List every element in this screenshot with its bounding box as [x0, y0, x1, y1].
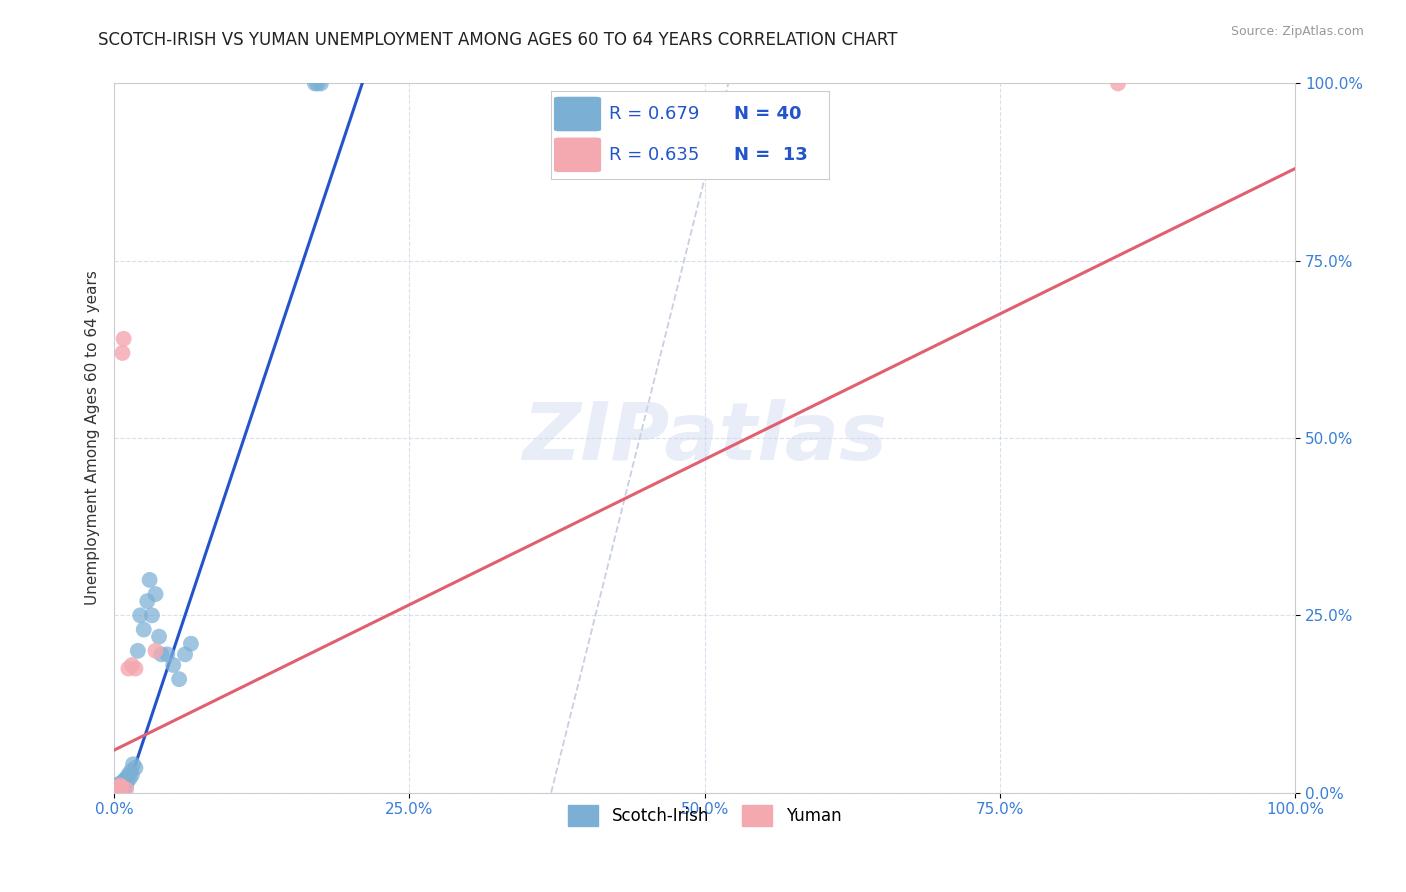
Point: [304, 77, 326, 91]
Text: Source: ZipAtlas.com: Source: ZipAtlas.com: [1230, 25, 1364, 38]
Point: [127, 644, 149, 658]
Point: [120, 764, 142, 779]
Point: [122, 757, 145, 772]
Point: [129, 608, 152, 623]
Point: [112, 332, 135, 346]
Point: [309, 77, 332, 91]
Y-axis label: Unemployment Among Ages 60 to 64 years: Unemployment Among Ages 60 to 64 years: [86, 270, 100, 606]
Point: [110, 782, 132, 797]
Point: [111, 346, 134, 360]
Point: [121, 658, 143, 673]
Point: [108, 782, 131, 797]
Point: [110, 777, 132, 791]
Point: [114, 772, 136, 787]
Point: [124, 661, 146, 675]
Point: [107, 780, 129, 794]
Point: [108, 782, 131, 797]
Point: [115, 775, 138, 789]
Point: [180, 637, 202, 651]
Text: ZIPatlas: ZIPatlas: [522, 399, 887, 477]
Point: [115, 772, 138, 786]
Point: [108, 782, 131, 797]
Point: [107, 780, 129, 794]
Point: [105, 782, 128, 797]
Point: [1107, 77, 1129, 91]
Point: [118, 772, 141, 786]
Point: [162, 658, 184, 673]
Point: [307, 77, 329, 91]
Point: [108, 779, 131, 793]
Point: [145, 587, 167, 601]
Point: [174, 648, 197, 662]
Point: [121, 768, 143, 782]
Point: [138, 573, 160, 587]
Point: [115, 780, 138, 794]
Point: [111, 780, 134, 794]
Point: [115, 782, 138, 797]
Point: [117, 661, 139, 675]
Point: [112, 779, 135, 793]
Point: [108, 777, 131, 791]
Point: [105, 782, 128, 797]
Text: SCOTCH-IRISH VS YUMAN UNEMPLOYMENT AMONG AGES 60 TO 64 YEARS CORRELATION CHART: SCOTCH-IRISH VS YUMAN UNEMPLOYMENT AMONG…: [98, 31, 898, 49]
Point: [150, 648, 173, 662]
Point: [141, 608, 163, 623]
Point: [167, 672, 190, 686]
Point: [108, 779, 131, 793]
Point: [117, 768, 139, 782]
Point: [111, 775, 134, 789]
Point: [145, 644, 167, 658]
Point: [136, 594, 159, 608]
Point: [112, 782, 135, 797]
Point: [107, 779, 129, 793]
Point: [124, 761, 146, 775]
Legend: Scotch-Irish, Yuman: Scotch-Irish, Yuman: [560, 797, 849, 834]
Point: [110, 780, 132, 794]
Point: [148, 630, 170, 644]
Point: [156, 648, 179, 662]
Point: [132, 623, 155, 637]
